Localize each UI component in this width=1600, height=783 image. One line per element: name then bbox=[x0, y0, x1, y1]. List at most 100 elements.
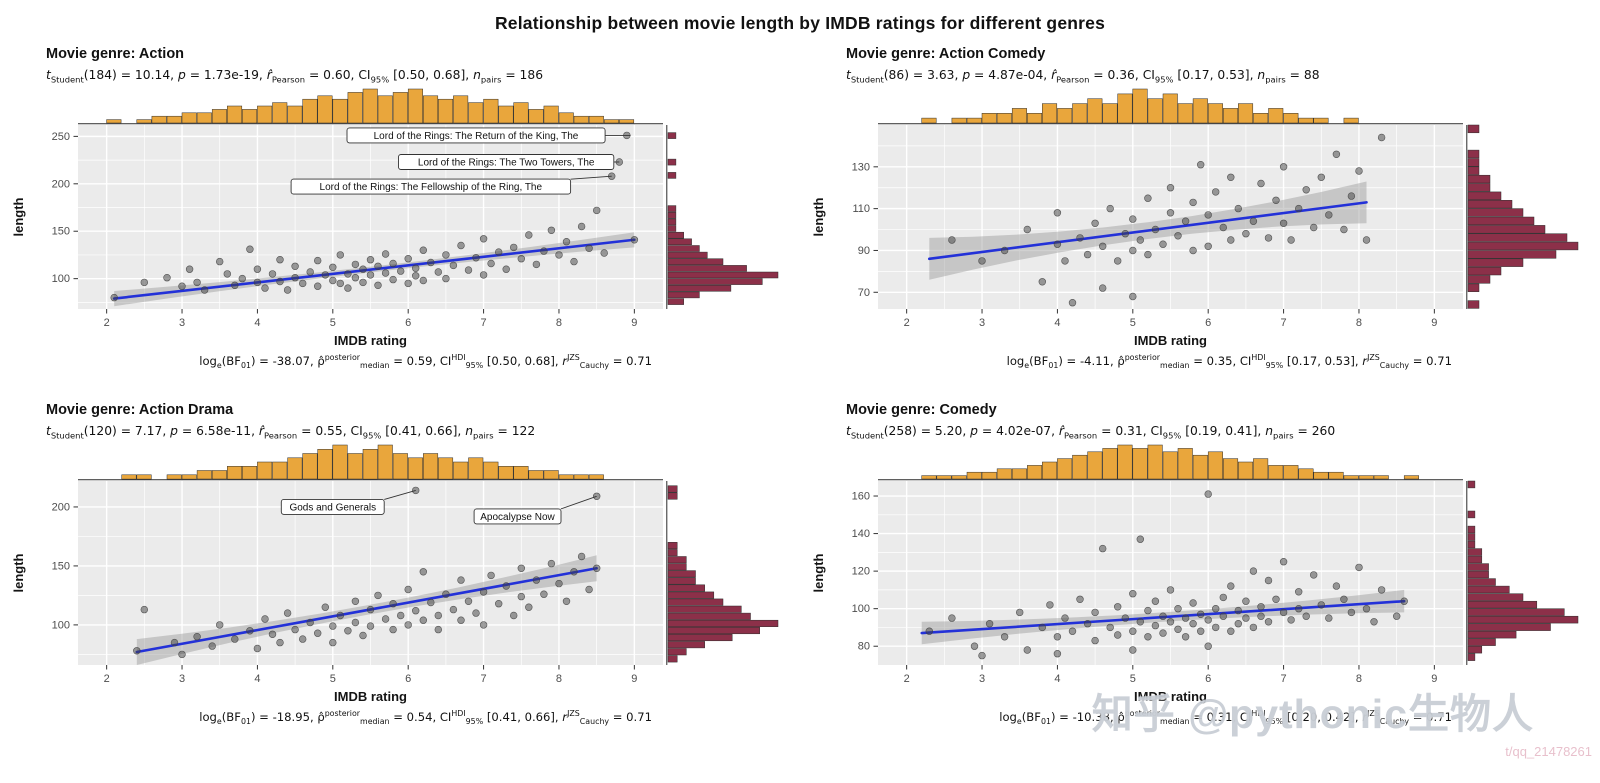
svg-text:9: 9 bbox=[631, 317, 637, 329]
scatter-points bbox=[133, 487, 601, 659]
svg-text:6: 6 bbox=[1205, 317, 1211, 329]
svg-text:9: 9 bbox=[631, 673, 637, 685]
gridlines bbox=[878, 125, 1463, 310]
bayes-caption-action: loge(BF01) = -38.07, ρ̂posteriormedian =… bbox=[199, 353, 652, 371]
svg-text:100: 100 bbox=[52, 274, 70, 286]
x-axis-title: IMDB rating bbox=[334, 333, 407, 348]
svg-text:5: 5 bbox=[330, 317, 336, 329]
svg-text:110: 110 bbox=[852, 204, 870, 216]
panel-action: Movie genre: Action tStudent(184) = 10.1… bbox=[0, 38, 800, 394]
bayes-caption-action-comedy: loge(BF01) = -4.11, ρ̂posteriormedian = … bbox=[1006, 353, 1452, 371]
svg-text:5: 5 bbox=[1130, 673, 1136, 685]
svg-text:150: 150 bbox=[52, 226, 70, 238]
y-axis-title: length bbox=[11, 198, 26, 237]
svg-text:Gods and Generals: Gods and Generals bbox=[289, 503, 376, 514]
axes: 2 3 4 5 6 7 8 9 70 90 110 130 bbox=[852, 162, 1438, 330]
axes: 2 3 4 5 6 7 8 9 80 100 120 140 160 bbox=[852, 491, 1438, 685]
svg-text:3: 3 bbox=[979, 317, 985, 329]
panel-comedy: Movie genre: Comedy tStudent(258) = 5.20… bbox=[800, 394, 1600, 750]
svg-text:4: 4 bbox=[254, 673, 260, 685]
svg-text:8: 8 bbox=[556, 317, 562, 329]
svg-text:8: 8 bbox=[1356, 673, 1362, 685]
regression-line bbox=[135, 567, 598, 654]
svg-text:9: 9 bbox=[1431, 673, 1437, 685]
svg-text:4: 4 bbox=[254, 317, 260, 329]
point-annotations: Lord of the Rings: The Return of the Kin… bbox=[290, 127, 631, 196]
gridlines bbox=[878, 481, 1463, 666]
stats-subtitle-action: tStudent(184) = 10.14, p = 1.73e-19, r̂P… bbox=[46, 68, 544, 85]
bayes-caption-comedy: loge(BF01) = -10.38, ρ̂posteriormedian =… bbox=[999, 709, 1452, 727]
svg-text:250: 250 bbox=[52, 131, 70, 143]
y-axis-title: length bbox=[811, 198, 826, 237]
stats-subtitle-action-comedy: tStudent(86) = 3.63, p = 4.87e-04, r̂Pea… bbox=[846, 68, 1320, 85]
y-axis-title: length bbox=[811, 554, 826, 593]
x-axis-title: IMDB rating bbox=[1134, 689, 1207, 704]
y-axis-title: length bbox=[11, 554, 26, 593]
genre-label-action-drama: Movie genre: Action Drama bbox=[46, 402, 234, 418]
svg-text:130: 130 bbox=[852, 162, 870, 174]
svg-text:200: 200 bbox=[52, 502, 70, 514]
svg-text:3: 3 bbox=[179, 673, 185, 685]
svg-text:8: 8 bbox=[556, 673, 562, 685]
point-annotations: Gods and Generals Apocalypse Now bbox=[280, 490, 597, 525]
svg-text:5: 5 bbox=[1130, 317, 1136, 329]
svg-text:90: 90 bbox=[858, 245, 870, 257]
top-marginal-histogram bbox=[78, 89, 663, 125]
svg-text:Lord of the Rings: The Fellows: Lord of the Rings: The Fellowship of the… bbox=[320, 183, 543, 194]
svg-text:7: 7 bbox=[1281, 317, 1287, 329]
right-marginal-histogram bbox=[666, 125, 779, 310]
svg-text:7: 7 bbox=[481, 673, 487, 685]
scatter-chart-action-drama: 2 3 4 5 6 7 8 9 100 150 200 IMDB rating length Gods a… bbox=[11, 445, 779, 704]
bayes-caption-action-drama: loge(BF01) = -18.95, ρ̂posteriormedian =… bbox=[199, 709, 652, 727]
svg-text:3: 3 bbox=[179, 317, 185, 329]
genre-label-action-comedy: Movie genre: Action Comedy bbox=[846, 46, 1046, 62]
genre-label-comedy: Movie genre: Comedy bbox=[846, 402, 997, 418]
svg-text:3: 3 bbox=[979, 673, 985, 685]
right-marginal-histogram bbox=[1466, 481, 1579, 666]
svg-text:6: 6 bbox=[405, 317, 411, 329]
svg-text:160: 160 bbox=[852, 491, 870, 503]
top-marginal-histogram bbox=[78, 445, 663, 481]
scatter-chart-action-comedy: 2 3 4 5 6 7 8 9 70 90 110 130 IMDB rating length bbox=[811, 89, 1579, 348]
svg-text:Lord of the Rings: The Two Tow: Lord of the Rings: The Two Towers, The bbox=[418, 158, 595, 169]
right-marginal-histogram bbox=[1466, 125, 1579, 310]
svg-text:7: 7 bbox=[481, 317, 487, 329]
svg-text:150: 150 bbox=[52, 561, 70, 573]
svg-text:2: 2 bbox=[104, 317, 110, 329]
page-title: Relationship between movie length by IMD… bbox=[494, 13, 1106, 33]
svg-text:5: 5 bbox=[330, 673, 336, 685]
svg-text:4: 4 bbox=[1054, 317, 1060, 329]
svg-text:6: 6 bbox=[405, 673, 411, 685]
svg-text:100: 100 bbox=[52, 620, 70, 632]
svg-text:Apocalypse Now: Apocalypse Now bbox=[480, 512, 555, 523]
top-marginal-histogram bbox=[878, 89, 1463, 125]
svg-text:2: 2 bbox=[904, 673, 910, 685]
svg-text:70: 70 bbox=[858, 287, 870, 299]
scatter-chart-comedy: 2 3 4 5 6 7 8 9 80 100 120 140 160 IMDB rating length bbox=[811, 445, 1579, 704]
svg-text:120: 120 bbox=[852, 566, 870, 578]
panel-action-drama: Movie genre: Action Drama tStudent(120) … bbox=[0, 394, 800, 750]
svg-text:8: 8 bbox=[1356, 317, 1362, 329]
panels-grid: Movie genre: Action tStudent(184) = 10.1… bbox=[0, 38, 1600, 750]
scatter-points bbox=[948, 134, 1386, 307]
svg-text:100: 100 bbox=[852, 604, 870, 616]
svg-text:200: 200 bbox=[52, 179, 70, 191]
scatter-points bbox=[110, 132, 639, 302]
stats-subtitle-action-drama: tStudent(120) = 7.17, p = 6.58e-11, r̂Pe… bbox=[46, 424, 536, 441]
svg-text:9: 9 bbox=[1431, 317, 1437, 329]
svg-text:2: 2 bbox=[104, 673, 110, 685]
scatter-points bbox=[925, 490, 1408, 660]
axes: 2 3 4 5 6 7 8 9 100 150 200 bbox=[52, 502, 638, 686]
svg-text:Lord of the Rings: The Return: Lord of the Rings: The Return of the Kin… bbox=[374, 131, 579, 142]
panel-action-comedy: Movie genre: Action Comedy tStudent(86) … bbox=[800, 38, 1600, 394]
x-axis-title: IMDB rating bbox=[1134, 333, 1207, 348]
svg-text:80: 80 bbox=[858, 641, 870, 653]
axes: 2 3 4 5 6 7 8 9 100 150 200 250 bbox=[52, 131, 638, 329]
svg-text:2: 2 bbox=[904, 317, 910, 329]
stats-subtitle-comedy: tStudent(258) = 5.20, p = 4.02e-07, r̂Pe… bbox=[846, 424, 1336, 441]
right-marginal-histogram bbox=[666, 481, 779, 666]
svg-text:4: 4 bbox=[1054, 673, 1060, 685]
top-marginal-histogram bbox=[878, 445, 1463, 481]
x-axis-title: IMDB rating bbox=[334, 689, 407, 704]
svg-text:7: 7 bbox=[1281, 673, 1287, 685]
